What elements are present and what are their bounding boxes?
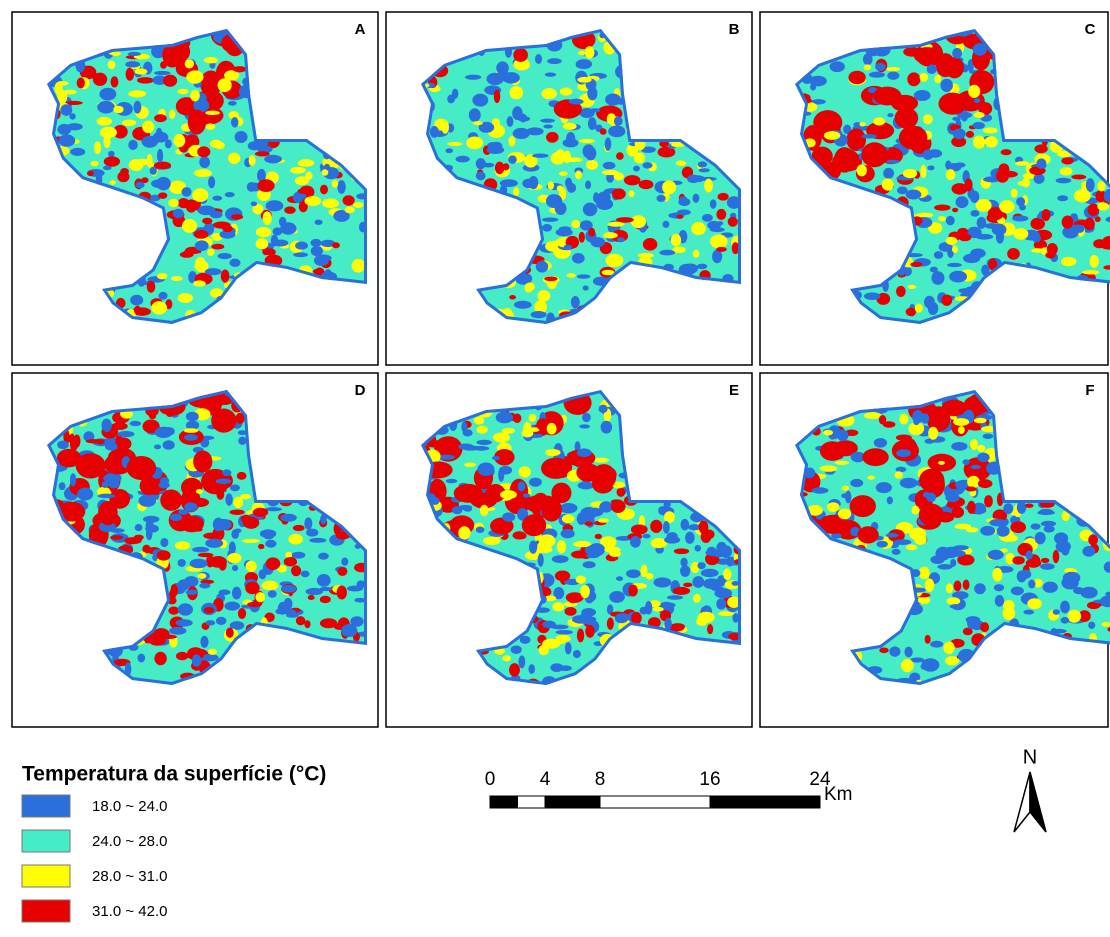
scale-label: 0 xyxy=(485,769,496,790)
scale-segment xyxy=(710,796,820,808)
scale-label: 16 xyxy=(699,769,720,790)
scale-segment xyxy=(600,796,710,808)
panel-label: A xyxy=(355,21,366,38)
panel-label: B xyxy=(729,21,740,38)
scale-segment xyxy=(545,796,600,808)
scale-label: 8 xyxy=(595,769,606,790)
scale-segment xyxy=(490,796,518,808)
panel-label: D xyxy=(355,382,366,399)
north-label: N xyxy=(1023,746,1037,768)
legend-swatch xyxy=(22,795,70,817)
panel-label: F xyxy=(1085,382,1094,399)
scale-unit: Km xyxy=(824,784,853,805)
north-arrow-left xyxy=(1014,772,1030,832)
panel-label: E xyxy=(729,382,739,399)
legend-label: 18.0 ~ 24.0 xyxy=(92,798,167,815)
legend-swatch xyxy=(22,830,70,852)
north-arrow-right xyxy=(1030,772,1046,832)
legend-title: Temperatura da superfície (°C) xyxy=(22,763,326,786)
legend-label: 31.0 ~ 42.0 xyxy=(92,903,167,920)
panel-label: C xyxy=(1085,21,1096,38)
scale-label: 4 xyxy=(540,769,551,790)
figure: Temperatura da superfície (°C) N A B C D E F 1… xyxy=(0,0,1110,932)
scale-segment xyxy=(518,796,546,808)
legend-label: 24.0 ~ 28.0 xyxy=(92,833,167,850)
legend-swatch xyxy=(22,865,70,887)
legend-swatch xyxy=(22,900,70,922)
legend-label: 28.0 ~ 31.0 xyxy=(92,868,167,885)
